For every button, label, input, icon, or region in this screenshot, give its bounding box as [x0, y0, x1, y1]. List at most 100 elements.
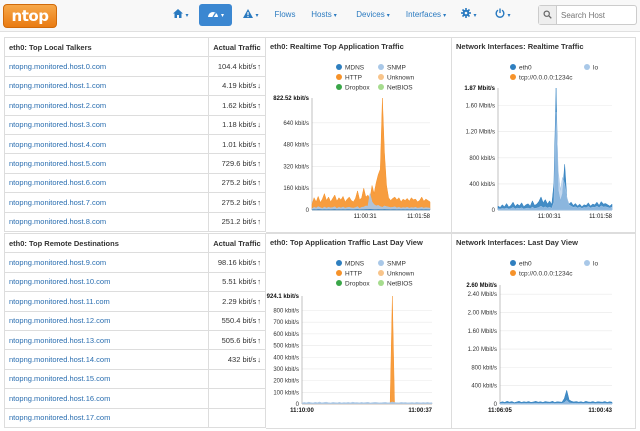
interfaces-realtime-panel: Network Interfaces: Realtime Traffic — [452, 37, 636, 233]
legend-item[interactable]: Dropbox — [336, 84, 370, 92]
hosts-menu[interactable]: Hosts ▾ — [311, 10, 337, 19]
legend-item[interactable]: lo — [584, 64, 598, 72]
panel-title: eth0: Top Application Traffic Last Day V… — [270, 238, 423, 247]
traffic-value: 1.62 kbit/s — [222, 100, 257, 110]
traffic-cell: 275.2 bit/s↑ — [208, 192, 266, 213]
legend-item[interactable]: SNMP — [378, 260, 406, 268]
legend-item[interactable]: HTTP — [336, 270, 362, 278]
legend-label: Unknown — [387, 270, 415, 278]
legend-item[interactable]: tcp://0.0.0.0:1234c — [510, 270, 572, 278]
host-link[interactable]: ntopng.monitored.host.7.com — [3, 192, 210, 213]
traffic-column-header: Actual Traffic — [208, 36, 266, 58]
host-link[interactable]: ntopng.monitored.host.17.com — [3, 407, 210, 428]
chevron-down-icon: ▾ — [185, 13, 189, 19]
host-link[interactable]: ntopng.monitored.host.13.com — [3, 329, 210, 351]
host-link[interactable]: ntopng.monitored.host.12.com — [3, 310, 210, 331]
devices-label: Devices — [356, 10, 385, 19]
panel-title: eth0: Realtime Top Application Traffic — [270, 42, 404, 51]
interfaces-menu[interactable]: Interfaces ▾ — [405, 10, 447, 19]
host-link[interactable]: ntopng.monitored.host.16.com — [3, 388, 210, 409]
legend-label: SNMP — [387, 64, 406, 72]
traffic-value: 104.4 kbit/s — [217, 62, 257, 72]
legend-dot-icon — [378, 84, 384, 90]
legend-item[interactable]: NetBIOS — [378, 280, 413, 288]
flows-link[interactable]: Flows — [274, 10, 296, 19]
host-link[interactable]: ntopng.monitored.host.8.com — [3, 211, 210, 232]
power-menu[interactable]: ▾ — [489, 4, 517, 26]
arrow-up-icon: ↑ — [257, 197, 261, 207]
devices-menu[interactable]: Devices ▾ — [356, 10, 390, 19]
legend-item[interactable]: eth0 — [510, 64, 532, 72]
search-input[interactable] — [561, 8, 635, 22]
arrow-up-icon: ↑ — [257, 258, 261, 268]
host-link[interactable]: ntopng.monitored.host.6.com — [3, 172, 210, 194]
host-link[interactable]: ntopng.monitored.host.3.com — [3, 114, 210, 135]
legend-item[interactable]: NetBIOS — [378, 84, 413, 92]
traffic-value: 275.2 bit/s — [221, 178, 257, 188]
legend-item[interactable]: HTTP — [336, 74, 362, 82]
legend-label: tcp://0.0.0.0:1234c — [519, 74, 573, 82]
arrow-down-icon: ↓ — [257, 355, 261, 365]
chevron-down-icon: ▾ — [255, 13, 259, 19]
traffic-cell: 432 bit/s↓ — [208, 349, 266, 370]
arrow-up-icon: ↑ — [257, 316, 261, 326]
legend-item[interactable]: MDNS — [336, 260, 364, 268]
interfaces-lastday-panel: Network Interfaces: Last Day View — [452, 233, 636, 429]
remote-destinations-table: eth0: Top Remote Destinations Actual Tra… — [3, 232, 266, 428]
traffic-value: 275.2 bit/s — [221, 197, 257, 207]
chart-legend: eth0 lo tcp://0.0.0.0:1234c — [510, 260, 620, 292]
legend-item[interactable]: Unknown — [378, 74, 414, 82]
table-row: ntopng.monitored.host.13.com 505.6 bit/s↑ — [3, 329, 266, 351]
host-link[interactable]: ntopng.monitored.host.2.com — [3, 95, 210, 116]
legend-item[interactable]: eth0 — [510, 260, 532, 268]
table-row: ntopng.monitored.host.2.com 1.62 kbit/s↑ — [3, 95, 266, 116]
traffic-value: 5.51 kbit/s — [222, 277, 257, 287]
legend-item[interactable]: Unknown — [378, 270, 414, 278]
home-menu[interactable]: ▾ — [166, 4, 196, 26]
dashboard-menu[interactable]: ▾ — [199, 4, 232, 26]
traffic-value: 550.4 bit/s — [221, 316, 257, 326]
host-link[interactable]: ntopng.monitored.host.4.com — [3, 133, 210, 155]
arrow-up-icon: ↑ — [257, 100, 261, 110]
legend-label: tcp://0.0.0.0:1234c — [519, 270, 573, 278]
host-link[interactable]: ntopng.monitored.host.5.com — [3, 153, 210, 174]
host-link[interactable]: ntopng.monitored.host.10.com — [3, 271, 210, 293]
legend-item[interactable]: tcp://0.0.0.0:1234c — [510, 74, 572, 82]
top-navbar: ntop ▾ ▾ ▾ Flows Hosts ▾ Devices ▾ Interfa… — [0, 0, 640, 32]
table-row: ntopng.monitored.host.9.com 98.16 kbit/s↑ — [3, 252, 266, 273]
traffic-value: 251.2 bit/s — [221, 217, 257, 227]
legend-dot-icon — [336, 270, 342, 276]
legend-item[interactable]: SNMP — [378, 64, 406, 72]
alerts-menu[interactable]: ▾ — [236, 4, 266, 26]
legend-label: eth0 — [519, 260, 532, 268]
settings-menu[interactable]: ▾ — [455, 4, 483, 26]
table-row: ntopng.monitored.host.1.com 4.19 kbit/s↓ — [3, 75, 266, 97]
traffic-value: 1.18 kbit/s — [222, 120, 257, 130]
host-link[interactable]: ntopng.monitored.host.9.com — [3, 252, 210, 273]
host-link[interactable]: ntopng.monitored.host.15.com — [3, 368, 210, 390]
legend-label: eth0 — [519, 64, 532, 72]
host-link[interactable]: ntopng.monitored.host.11.com — [3, 291, 210, 312]
host-link[interactable]: ntopng.monitored.host.14.com — [3, 349, 210, 370]
host-link[interactable]: ntopng.monitored.host.0.com — [3, 56, 210, 77]
host-link[interactable]: ntopng.monitored.host.1.com — [3, 75, 210, 97]
legend-label: MDNS — [345, 260, 365, 268]
interfaces-label: Interfaces — [405, 10, 442, 19]
legend-dot-icon — [510, 260, 516, 266]
warning-icon — [243, 9, 254, 18]
traffic-cell: 1.62 kbit/s↑ — [208, 95, 266, 116]
legend-label: HTTP — [345, 270, 362, 278]
remote-destinations-title: eth0: Top Remote Destinations — [3, 232, 210, 254]
legend-item[interactable]: lo — [584, 260, 598, 268]
panel-title: Network Interfaces: Last Day View — [456, 238, 578, 247]
legend-item[interactable]: Dropbox — [336, 280, 370, 288]
legend-dot-icon — [510, 64, 516, 70]
legend-label: Dropbox — [345, 280, 370, 288]
traffic-cell — [208, 368, 266, 390]
traffic-cell: 550.4 bit/s↑ — [208, 310, 266, 331]
traffic-value: 505.6 bit/s — [221, 335, 257, 345]
ntop-logo[interactable]: ntop — [3, 4, 57, 28]
arrow-up-icon: ↑ — [257, 139, 261, 149]
legend-item[interactable]: MDNS — [336, 64, 364, 72]
traffic-cell: 505.6 bit/s↑ — [208, 329, 266, 351]
